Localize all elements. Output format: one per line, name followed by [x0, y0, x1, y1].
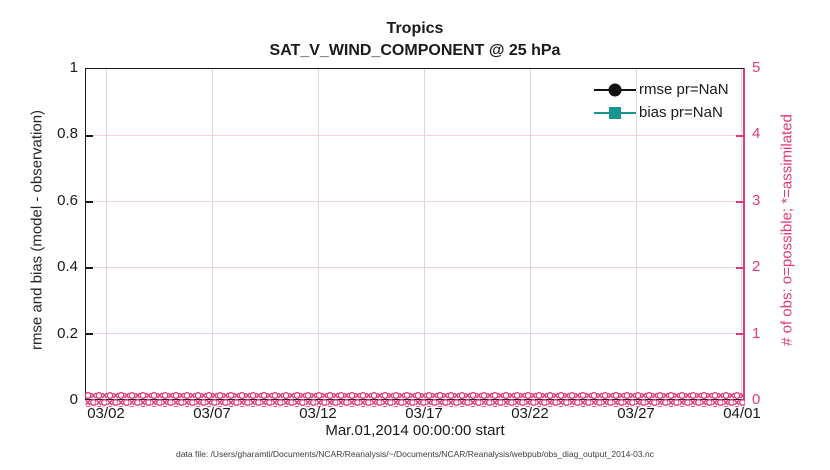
x-tick: 03/22	[511, 405, 549, 422]
left-y-tick: 0	[69, 391, 78, 408]
left-y-axis-label: rmse and bias (model - observation)	[28, 109, 46, 351]
x-tick: 03/07	[193, 405, 231, 422]
gridline-vertical	[424, 69, 425, 399]
plot-area: rmse pr=NaN bias pr=NaN	[85, 68, 745, 407]
gridline-vertical	[106, 69, 107, 399]
rmse-circle-marker-icon	[608, 83, 622, 96]
right-y-tick: 0	[752, 391, 761, 408]
bias-line-sample	[594, 106, 636, 120]
gridline-vertical	[530, 69, 531, 399]
legend-label-rmse: rmse pr=NaN	[639, 81, 729, 98]
gridline-horizontal	[86, 333, 743, 334]
left-y-tick: 0.4	[57, 258, 78, 275]
plot-title: Tropics	[386, 20, 444, 37]
right-y-tick: 4	[752, 125, 761, 142]
x-axis-label: Mar.01,2014 00:00:00 start	[325, 422, 505, 439]
gridline-horizontal	[86, 135, 743, 136]
left-axis-tick-mark	[86, 135, 93, 137]
left-axis-tick-mark	[86, 201, 93, 203]
gridline-vertical	[212, 69, 213, 399]
obs-count-markers-band	[85, 392, 745, 407]
x-tick: 03/17	[405, 405, 443, 422]
left-axis-tick-mark	[86, 333, 93, 335]
left-y-tick: 0.8	[57, 125, 78, 142]
rmse-line-sample	[594, 83, 636, 97]
data-file-caption: data file: /Users/gharamti/Documents/NCA…	[176, 449, 654, 459]
bias-square-marker-icon	[609, 106, 621, 119]
x-tick: 03/02	[87, 405, 125, 422]
x-tick: 03/12	[299, 405, 337, 422]
gridline-horizontal	[86, 267, 743, 268]
right-y-tick: 3	[752, 192, 761, 209]
right-axis-tick-mark	[736, 333, 743, 335]
x-tick: 04/01	[723, 405, 761, 422]
gridline-vertical	[318, 69, 319, 399]
x-tick: 03/27	[617, 405, 655, 422]
right-y-tick: 2	[752, 258, 761, 275]
left-y-tick: 0.2	[57, 325, 78, 342]
left-axis-tick-mark	[86, 267, 93, 269]
left-y-tick: 0.6	[57, 192, 78, 209]
legend-row-bias: bias pr=NaN	[594, 101, 729, 124]
gridline-vertical	[741, 69, 742, 399]
gridline-vertical	[636, 69, 637, 399]
legend-row-rmse: rmse pr=NaN	[594, 78, 729, 101]
right-y-tick: 1	[752, 325, 761, 342]
right-axis-tick-mark	[736, 201, 743, 203]
plot-subtitle: SAT_V_WIND_COMPONENT @ 25 hPa	[269, 42, 561, 59]
right-axis-tick-mark	[736, 135, 743, 137]
right-axis-tick-mark	[736, 267, 743, 269]
right-y-tick: 5	[752, 59, 761, 76]
gridline-horizontal	[86, 201, 743, 202]
legend: rmse pr=NaN bias pr=NaN	[594, 78, 729, 124]
legend-label-bias: bias pr=NaN	[639, 104, 723, 121]
left-y-tick: 1	[69, 59, 78, 76]
right-y-axis-label: # of obs: o=possible; *=assimilated	[778, 114, 796, 346]
